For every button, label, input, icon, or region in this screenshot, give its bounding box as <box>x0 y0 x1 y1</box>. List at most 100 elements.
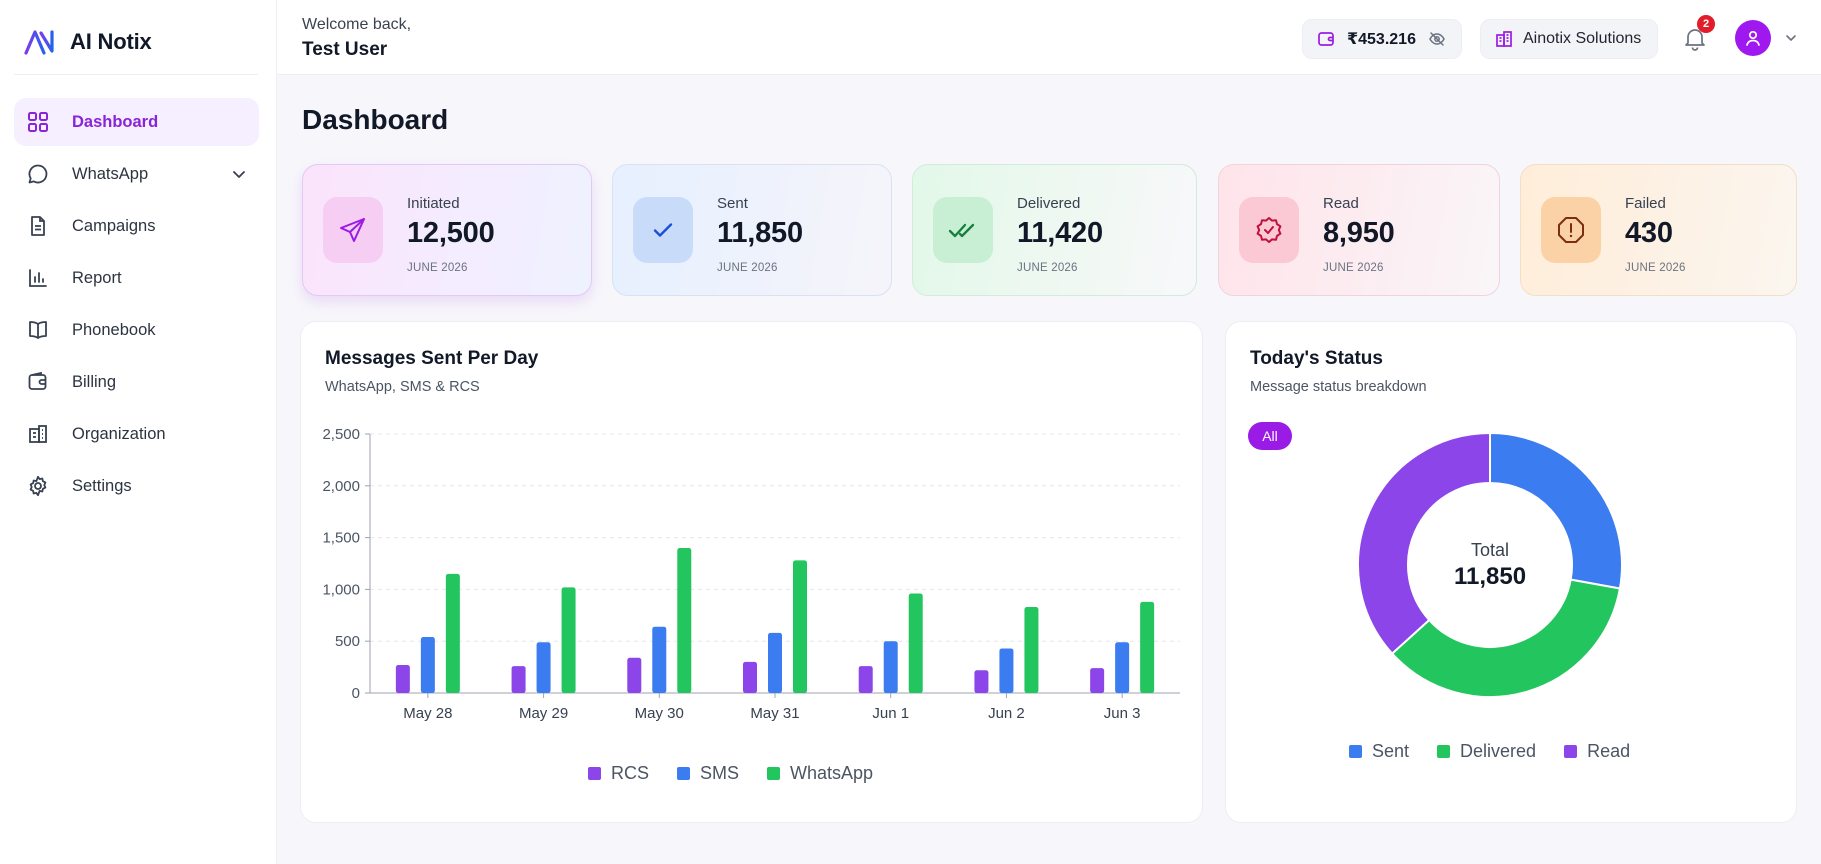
sidebar-item-label: Report <box>72 268 122 287</box>
sidebar-item-label: Organization <box>72 424 166 443</box>
bar-rcs[interactable] <box>974 670 989 693</box>
sidebar-item-campaigns[interactable]: Campaigns <box>14 202 259 250</box>
check-icon <box>633 197 693 263</box>
legend-label: Read <box>1587 741 1631 761</box>
x-tick-label: Jun 2 <box>988 705 1025 722</box>
legend-item-rcs[interactable]: RCS <box>588 763 649 784</box>
building-icon <box>26 422 50 446</box>
legend-item-whatsapp[interactable]: WhatsApp <box>767 763 873 784</box>
sidebar-item-whatsapp[interactable]: WhatsApp <box>14 150 259 198</box>
legend-swatch <box>677 767 691 780</box>
bar-whatsapp[interactable] <box>561 587 576 693</box>
sidebar-item-organization[interactable]: Organization <box>14 410 259 458</box>
bar-sms[interactable] <box>652 626 667 693</box>
legend-item-delivered[interactable]: Delivered <box>1437 741 1536 762</box>
welcome-block: Welcome back, Test User <box>302 16 411 61</box>
bar-rcs[interactable] <box>511 666 526 693</box>
bar-sms[interactable] <box>883 641 898 693</box>
bar-rcs[interactable] <box>395 665 410 693</box>
stat-card-initiated[interactable]: Initiated 12,500 JUNE 2026 <box>302 164 592 296</box>
bar-rcs[interactable] <box>627 657 642 693</box>
donut-slice-read[interactable] <box>1357 431 1491 655</box>
sidebar-item-phonebook[interactable]: Phonebook <box>14 306 259 354</box>
x-tick-label: Jun 1 <box>872 705 909 722</box>
sidebar-item-label: Settings <box>72 476 132 495</box>
legend-label: SMS <box>700 763 740 783</box>
status-donut-chart <box>1357 431 1623 698</box>
bar-sms[interactable] <box>536 642 551 693</box>
legend-label: RCS <box>611 763 650 783</box>
status-chart-card <box>1225 321 1797 823</box>
bell-icon[interactable] <box>1682 26 1708 52</box>
donut-legend: Sent Delivered Read <box>1349 741 1630 762</box>
balance-value: ₹453.216 <box>1347 31 1416 48</box>
stat-value: 11,420 <box>1017 217 1103 249</box>
bar-whatsapp[interactable] <box>1140 601 1155 693</box>
gear-icon <box>26 474 50 498</box>
chevron-down-icon[interactable] <box>1783 30 1799 46</box>
eye-off-icon[interactable] <box>1428 30 1446 48</box>
sidebar-item-label: Billing <box>72 372 117 391</box>
bar-sms[interactable] <box>768 632 782 693</box>
bar-whatsapp[interactable] <box>445 573 460 693</box>
sidebar-item-label: Campaigns <box>72 216 156 235</box>
divider <box>14 74 258 75</box>
legend-item-sms[interactable]: SMS <box>677 763 739 784</box>
sidebar-item-billing[interactable]: Billing <box>14 358 259 406</box>
bar-rcs[interactable] <box>743 661 757 693</box>
bar-whatsapp[interactable] <box>677 547 692 693</box>
legend-swatch <box>588 767 601 780</box>
sidebar-item-report[interactable]: Report <box>14 254 259 302</box>
donut-center-value: 11,850 <box>1453 563 1527 590</box>
organization-switcher[interactable]: Ainotix Solutions <box>1480 19 1658 59</box>
chevron-down-icon[interactable] <box>229 164 249 184</box>
stat-date: JUNE 2026 <box>407 262 468 274</box>
sidebar-item-label: Dashboard <box>72 112 159 131</box>
legend-label: Sent <box>1372 741 1410 761</box>
x-tick-label: May 29 <box>519 705 568 722</box>
bar-sms[interactable] <box>999 648 1014 693</box>
filter-all-button[interactable]: All <box>1248 422 1292 450</box>
bar-rcs[interactable] <box>1090 668 1105 693</box>
grid-icon <box>26 110 50 134</box>
stat-label: Delivered <box>1017 195 1081 212</box>
y-tick-label: 2,500 <box>322 426 360 443</box>
avatar[interactable] <box>1735 20 1771 56</box>
bar-whatsapp[interactable] <box>908 593 923 693</box>
bar-rcs[interactable] <box>858 666 873 693</box>
brand[interactable]: AI Notix <box>24 28 152 56</box>
wallet-icon <box>26 370 50 394</box>
donut-center-label: Total <box>1470 540 1510 560</box>
y-tick-label: 2,000 <box>322 478 360 495</box>
messages-bar-chart: 0 500 1,000 1,500 2,000 2,500 May 28 May 29 May … <box>322 426 1180 722</box>
x-tick-label: May 28 <box>403 705 452 722</box>
stat-card-sent[interactable]: Sent 11,850 JUNE 2026 <box>612 164 892 296</box>
stat-label: Sent <box>717 195 748 212</box>
sidebar-item-dashboard[interactable]: Dashboard <box>14 98 259 146</box>
bar-sms[interactable] <box>1115 642 1130 693</box>
building-icon <box>1496 31 1512 47</box>
donut-slice-delivered[interactable] <box>1390 578 1622 698</box>
legend-item-sent[interactable]: Sent <box>1349 741 1409 762</box>
welcome-text: Welcome back, <box>302 16 412 33</box>
bar-chart-icon <box>26 266 50 290</box>
bar-whatsapp[interactable] <box>1024 607 1039 693</box>
donut-slice-sent[interactable] <box>1489 431 1623 590</box>
bar-whatsapp[interactable] <box>793 560 807 693</box>
stat-card-read[interactable]: Read 8,950 JUNE 2026 <box>1218 164 1500 296</box>
wallet-icon <box>1318 32 1334 46</box>
sidebar-item-label: Phonebook <box>72 320 156 339</box>
legend-label: Delivered <box>1460 741 1537 761</box>
brand-name: AI Notix <box>70 29 152 54</box>
brand-logo-icon <box>24 30 54 55</box>
stat-date: JUNE 2026 <box>1323 262 1384 274</box>
legend-item-read[interactable]: Read <box>1564 741 1630 762</box>
bar-sms[interactable] <box>420 637 435 693</box>
notification-badge: 2 <box>1697 15 1715 33</box>
stat-card-delivered[interactable]: Delivered 11,420 JUNE 2026 <box>912 164 1197 296</box>
messages-chart-title: Messages Sent Per Day <box>325 348 539 369</box>
stat-card-failed[interactable]: Failed 430 JUNE 2026 <box>1520 164 1797 296</box>
wallet-balance[interactable]: ₹453.216 <box>1302 19 1462 59</box>
sidebar-item-settings[interactable]: Settings <box>14 462 259 510</box>
send-icon <box>323 197 383 263</box>
